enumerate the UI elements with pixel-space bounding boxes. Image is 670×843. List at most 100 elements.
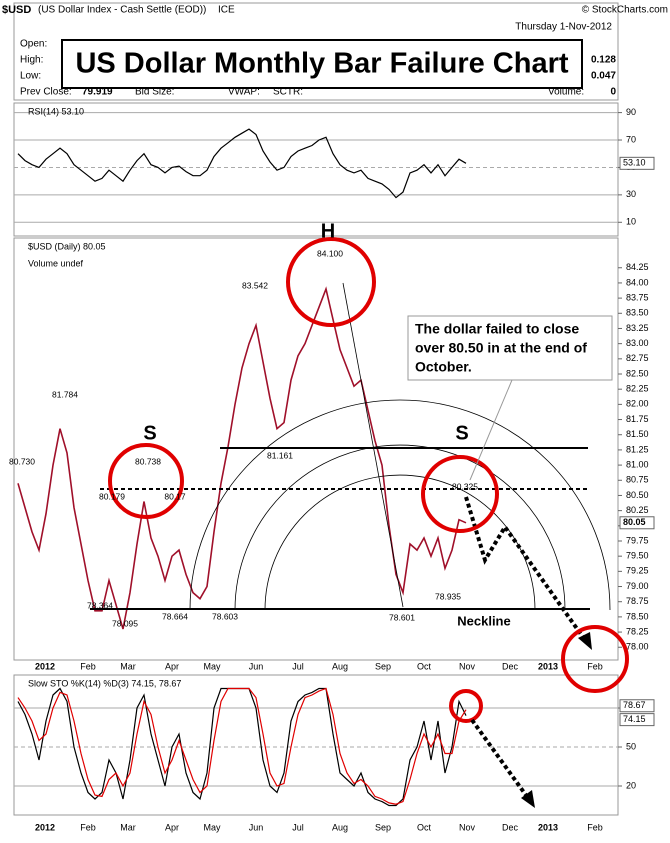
x-tick-label: Aug <box>332 822 348 832</box>
volume-label: Volume: <box>548 87 584 98</box>
y-tick-label: 30 <box>626 189 636 199</box>
value-tag <box>619 713 655 727</box>
prev-close: 79.919 <box>82 87 113 98</box>
y-tick-label: 81.75 <box>626 414 649 424</box>
open-label: Open: <box>20 39 47 50</box>
y-tick-label: 83.50 <box>626 308 649 318</box>
y-tick-label: 83.00 <box>626 338 649 348</box>
x-tick-label: Mar <box>120 822 136 832</box>
price-annotation: 78.095 <box>112 618 138 628</box>
bid-size: Bid Size: <box>135 87 174 98</box>
circle <box>108 443 184 519</box>
high-value: 0.128 <box>591 55 616 66</box>
x-tick-label: Jun <box>249 661 264 671</box>
value-tag-label: 74.15 <box>623 714 646 724</box>
y-tick-label: 81.25 <box>626 444 649 454</box>
y-tick-label: 82.75 <box>626 353 649 363</box>
x-tick-label: Nov <box>459 822 476 832</box>
y-tick-label: 84.00 <box>626 277 649 287</box>
x-tick-label: Dec <box>502 822 519 832</box>
callout-text: over 80.50 in at the end of <box>415 340 587 356</box>
circle <box>421 455 499 533</box>
y-tick-label: 79.50 <box>626 551 649 561</box>
low-label: Low: <box>20 71 41 82</box>
price-annotation: 78.364 <box>87 600 113 610</box>
value-tag-label: 53.10 <box>623 158 646 168</box>
pattern-label: S <box>455 422 468 444</box>
x-tick-label: Jul <box>292 822 304 832</box>
credit: © StockCharts.com <box>582 5 668 16</box>
y-tick-label: 70 <box>626 134 636 144</box>
price-annotation: 83.542 <box>242 280 268 290</box>
price-annotation: 80.738 <box>135 456 161 466</box>
y-tick-label: 82.50 <box>626 368 649 378</box>
x-tick-label: 2013 <box>538 822 558 832</box>
sto-arrow <box>470 718 530 800</box>
prev-close-label: Prev Close: <box>20 87 72 98</box>
symbol-name: (US Dollar Index - Cash Settle (EOD)) <box>38 5 206 16</box>
date: Thursday 1-Nov-2012 <box>515 22 612 33</box>
chart-title: US Dollar Monthly Bar Failure Chart <box>75 48 568 80</box>
x-tick-label: Jun <box>249 822 264 832</box>
price-annotation: 78.664 <box>162 611 188 621</box>
x-tick-label: Oct <box>417 822 432 832</box>
callout-box <box>407 315 613 381</box>
projection-arrow <box>464 496 587 642</box>
x-tick-label: 2013 <box>538 661 558 671</box>
x-tick-label: Apr <box>165 822 179 832</box>
data-line <box>17 128 467 199</box>
price-annotation: 78.601 <box>389 612 415 622</box>
callout-text: The dollar failed to close <box>415 321 579 337</box>
value-tag <box>619 516 655 530</box>
x-tick-label: 2012 <box>35 661 55 671</box>
y-tick-label: 80.75 <box>626 475 649 485</box>
value-tag-label: 80.05 <box>623 517 646 527</box>
low-value: 0.047 <box>591 71 616 82</box>
price-annotation: 80.730 <box>9 456 35 466</box>
x-tick-label: Jul <box>292 661 304 671</box>
circle <box>449 689 483 723</box>
title-box <box>61 39 583 89</box>
y-tick-label: 20 <box>626 780 636 790</box>
arc <box>234 444 566 611</box>
panel-title: RSI(14) 53.10 <box>28 106 84 116</box>
x-tick-label: Feb <box>80 661 96 671</box>
x-tick-label: Feb <box>587 661 603 671</box>
pattern-line <box>342 282 404 608</box>
arrow-head <box>521 790 535 808</box>
y-tick-label: 10 <box>626 217 636 227</box>
y-tick-label: 78.00 <box>626 642 649 652</box>
arc <box>189 399 611 611</box>
price-annotation: 78.935 <box>435 591 461 601</box>
panel-title: $USD (Daily) 80.05 <box>28 241 106 251</box>
symbol: $USD <box>2 4 31 16</box>
x-tick-label: Apr <box>165 661 179 671</box>
x-tick-label: Aug <box>332 661 348 671</box>
x-tick-label: Feb <box>587 822 603 832</box>
rsi-panel <box>13 102 619 237</box>
high-label: High: <box>20 55 43 66</box>
vwap: VWAP: <box>228 87 260 98</box>
x-tick-label: Oct <box>417 661 432 671</box>
volume: 0 <box>610 87 616 98</box>
y-tick-label: 83.25 <box>626 323 649 333</box>
y-tick-label: 80.25 <box>626 505 649 515</box>
price-annotation: 81.784 <box>52 389 78 399</box>
price-annotation: 80.17 <box>164 491 186 501</box>
data-line <box>17 687 467 805</box>
x-tick-label: Mar <box>120 661 136 671</box>
y-tick-label: 81.50 <box>626 429 649 439</box>
sctr: SCTR: <box>273 87 303 98</box>
y-tick-label: 78.50 <box>626 611 649 621</box>
x-tick-label: Dec <box>502 661 519 671</box>
y-tick-label: 79.25 <box>626 566 649 576</box>
x-tick-label: May <box>203 822 221 832</box>
y-tick-label: 81.00 <box>626 459 649 469</box>
x-tick-label: Sep <box>375 661 391 671</box>
pattern-label: S <box>143 422 156 444</box>
callout-pointer <box>469 379 513 481</box>
overlay: 81.784 80.730 80.738 80.179 80.17 78.364 78.09… <box>9 220 629 808</box>
panel-title: Slow STO %K(14) %D(3) 74.15, 78.67 <box>28 678 181 688</box>
volume-note: Volume undef <box>28 258 84 268</box>
